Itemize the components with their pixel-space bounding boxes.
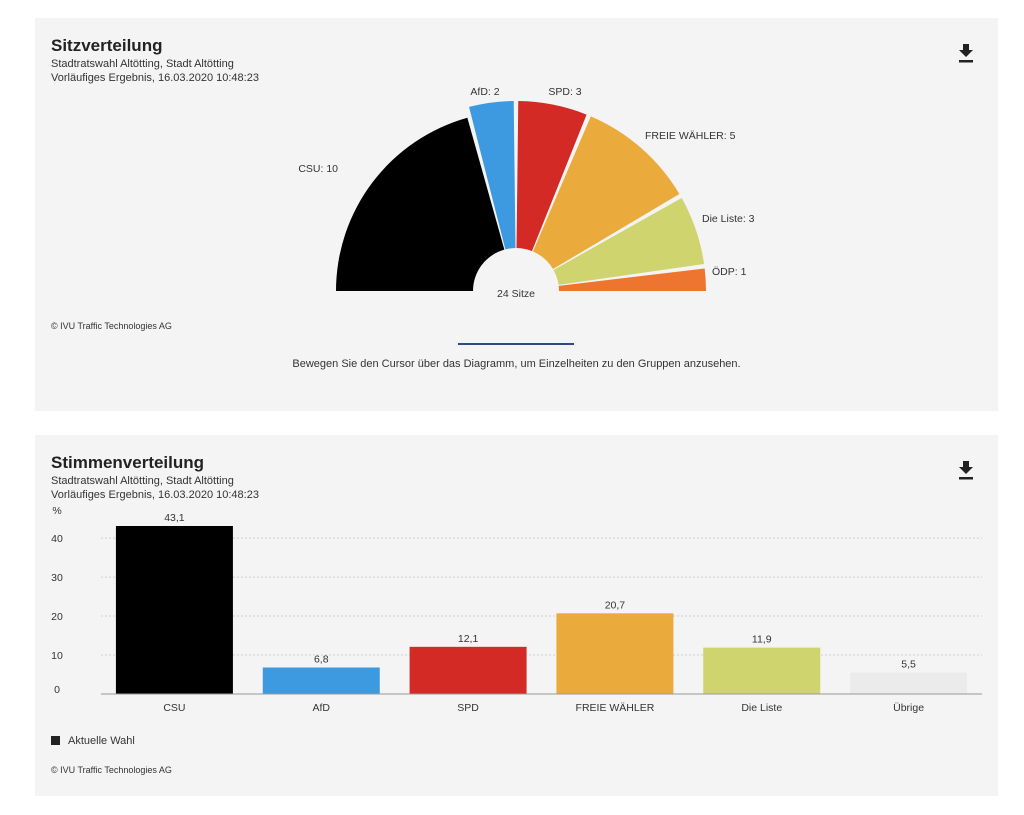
seat-label-die-liste: Die Liste: 3: [702, 213, 755, 225]
x-tick-die-liste: Die Liste: [741, 702, 782, 714]
seat-total-label: 24 Sitze: [497, 288, 535, 300]
seats-credit: © IVU Traffic Technologies AG: [51, 321, 172, 331]
seat-label-csu: CSU: 10: [298, 163, 338, 175]
bar-die-liste[interactable]: [703, 647, 821, 694]
y-tick-label: 20: [51, 611, 63, 623]
y-axis-unit: %: [52, 505, 61, 517]
seat-label-freie-waehler: FREIE WÄHLER: 5: [645, 130, 736, 142]
legend-item[interactable]: Aktuelle Wahl: [51, 735, 135, 747]
seat-label-spd: SPD: 3: [548, 86, 581, 98]
votes-subtitle-election: Stadtratswahl Altötting, Stadt Altötting: [51, 475, 234, 487]
bar-afd[interactable]: [262, 667, 380, 694]
bar-chart[interactable]: % 0 10 20 30 40 43,1 CSU 6,8 AfD 12,1 SPD 20,7 FREIE …: [35, 435, 998, 725]
vote-distribution-panel: Stimmenverteilung Stadtratswahl Altöttin…: [35, 435, 998, 796]
y-tick-label: 10: [51, 650, 63, 662]
x-tick-csu: CSU: [163, 702, 185, 714]
seat-slice-oedp[interactable]: [558, 268, 706, 291]
y-tick-label: 0: [54, 684, 60, 696]
seat-label-oedp: ÖDP: 1: [712, 266, 747, 278]
x-tick-spd: SPD: [457, 702, 479, 714]
x-tick-afd: AfD: [312, 702, 330, 714]
bar-freie-waehler[interactable]: [556, 613, 674, 694]
bar-uebrige[interactable]: [850, 672, 968, 694]
seats-hint: Bewegen Sie den Cursor über das Diagramm…: [292, 358, 741, 370]
seat-label-afd: AfD: 2: [470, 86, 499, 98]
seats-subtitle-election: Stadtratswahl Altötting, Stadt Altötting: [51, 58, 234, 70]
seat-distribution-panel: Sitzverteilung Stadtratswahl Altötting, …: [35, 18, 998, 411]
legend-label: Aktuelle Wahl: [68, 735, 135, 747]
seat-slice-csu[interactable]: [336, 117, 505, 292]
legend-swatch: [51, 736, 60, 745]
x-tick-uebrige: Übrige: [893, 702, 924, 714]
download-icon[interactable]: [956, 459, 976, 481]
x-tick-freie-waehler: FREIE WÄHLER: [576, 702, 655, 714]
votes-credit: © IVU Traffic Technologies AG: [51, 765, 172, 775]
bar-spd[interactable]: [409, 646, 527, 694]
seat-slice-afd[interactable]: [469, 101, 516, 250]
bar-value-csu: 43,1: [164, 512, 185, 524]
bar-value-freie-waehler: 20,7: [605, 599, 626, 611]
votes-title: Stimmenverteilung: [51, 453, 205, 472]
bar-value-spd: 12,1: [458, 633, 479, 645]
seat-chart[interactable]: CSU: 10 AfD: 2 SPD: 3 FREIE WÄHLER: 5 Die Li…: [35, 18, 998, 318]
y-tick-label: 40: [51, 533, 63, 545]
y-tick-label: 30: [51, 572, 63, 584]
bar-value-die-liste: 11,9: [752, 634, 772, 646]
bar-value-uebrige: 5,5: [901, 659, 916, 671]
seat-slice-die-liste[interactable]: [553, 197, 705, 285]
hint-divider: [458, 343, 574, 345]
seat-slice-spd[interactable]: [516, 101, 587, 252]
seat-slice-freie-waehler[interactable]: [532, 116, 680, 270]
seats-subtitle-result: Vorläufiges Ergebnis, 16.03.2020 10:48:2…: [51, 72, 259, 84]
votes-subtitle-result: Vorläufiges Ergebnis, 16.03.2020 10:48:2…: [51, 489, 259, 501]
download-icon[interactable]: [956, 42, 976, 64]
bar-csu[interactable]: [115, 526, 233, 694]
seats-title: Sitzverteilung: [51, 36, 163, 55]
bar-value-afd: 6,8: [314, 653, 329, 665]
